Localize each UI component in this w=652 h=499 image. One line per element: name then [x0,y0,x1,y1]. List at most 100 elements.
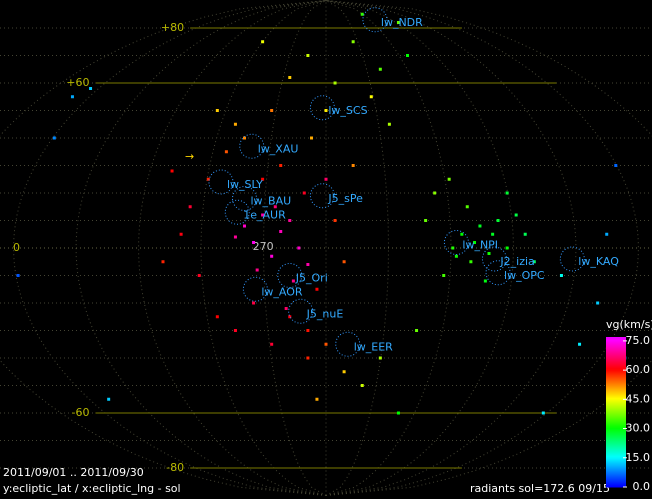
radiant [605,232,609,236]
radiant [270,254,274,258]
radiant [243,136,246,140]
radiant [315,287,319,291]
radiant [310,136,314,140]
colorbar-step [606,479,626,482]
shower-label: lw_SCS [328,104,367,117]
colorbar-step [606,429,626,432]
colorbar-step [606,355,626,358]
radiant [469,260,473,264]
colorbar-step [606,425,626,428]
shower-circle [208,169,234,195]
radiant [233,235,237,239]
colorbar-step [606,363,626,366]
colorbar-step [606,351,626,354]
colorbar-step [606,339,626,342]
colorbar-step [606,463,626,466]
colorbar-step [606,401,626,404]
shower-label: J5_sPe [327,192,363,205]
shower-circle [309,95,335,121]
colorbar-tick-label: 0.0 [633,480,651,493]
radiant [288,315,292,319]
colorbar-step [606,389,626,392]
radiant [252,241,256,244]
colorbar-step [606,395,626,398]
shower-label: J5_Ori [295,272,328,285]
colorbar-step [606,419,626,422]
radiant [491,232,495,236]
colorbar-step [606,347,626,350]
radiant [306,54,310,57]
radiant [473,241,477,244]
radiant [270,109,274,112]
radiant [487,252,491,255]
shower-circle [288,298,314,324]
radiant [596,301,600,305]
shower-circle [232,186,257,211]
radiant [378,67,382,71]
colorbar-step [606,373,626,376]
radiant [324,342,328,346]
colorbar-step [606,455,626,458]
colorbar-step [606,471,626,474]
colorbar-step [606,431,626,434]
colorbar-step [606,461,626,464]
radiant [179,232,183,236]
colorbar-step [606,375,626,378]
radiant [288,219,292,222]
x-tick-label: 270 [253,240,274,253]
colorbar-label: vg(km/s) [606,318,652,331]
radiant [306,356,310,360]
shower-label: lw_NDR [381,16,423,29]
radiant [614,164,618,167]
colorbar-step [606,367,626,370]
radiant [261,177,265,181]
colorbar-step [606,357,626,360]
colorbar-step [606,485,626,488]
shower-label: J5_nuE [306,307,344,320]
colorbar-tick-label: 30.0 [626,422,651,435]
radiant [505,246,509,250]
colorbar-step [606,343,626,346]
radiant [360,12,364,16]
radiant [188,205,192,209]
radiant [451,246,455,250]
radiant [396,411,400,415]
shower-label: lw_EER [354,340,393,353]
y-tick-label: +60 [66,76,89,89]
colorbar-step [606,391,626,394]
shower-circle [559,246,585,272]
radiant [279,164,283,167]
colorbar-step [606,481,626,484]
shower-circle [335,331,361,357]
colorbar-step [606,447,626,450]
radiant [107,397,111,401]
colorbar-step [606,407,626,410]
colorbar-step [606,473,626,476]
radiant [465,205,469,209]
colorbar-tick-label: 45.0 [626,392,651,405]
colorbar-step [606,435,626,438]
radiant [288,76,292,79]
shower-circle [481,246,507,272]
radiant [273,205,277,209]
colorbar-step [606,445,626,448]
colorbar-step [606,451,626,454]
colorbar-step [606,409,626,412]
radiant [496,219,500,222]
shower-label: 1e_AUR [243,208,286,221]
colorbar-step [606,467,626,470]
colorbar-step [606,385,626,388]
colorbar-step [606,457,626,460]
radiant [306,263,310,266]
radiant [478,224,482,228]
radiant [447,177,451,181]
period: 2011/09/01 .. 2011/09/30 [3,466,144,479]
colorbar-step [606,459,626,462]
radiant [483,279,487,283]
radiant [460,232,464,236]
colorbar-step [606,443,626,446]
shower-label: lw_AOR [261,285,303,298]
colorbar-step [606,441,626,444]
radiant [342,370,346,374]
colorbar-tick-label: 75.0 [626,334,651,347]
